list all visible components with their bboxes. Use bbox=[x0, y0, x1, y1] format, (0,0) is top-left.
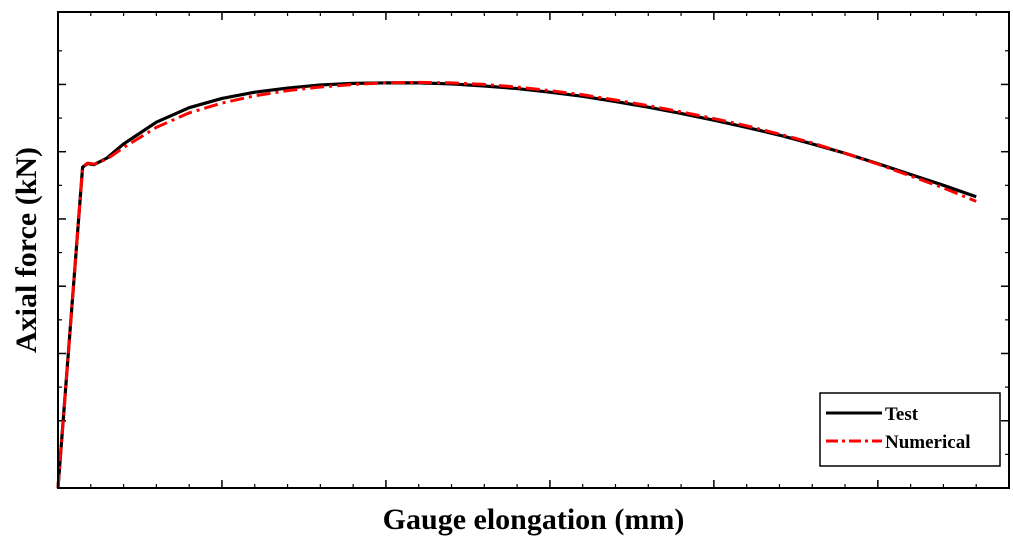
legend-label-numerical: Numerical bbox=[885, 432, 970, 453]
legend-box bbox=[819, 392, 1001, 467]
y-axis-title: Axial force (kN) bbox=[10, 147, 43, 353]
series-line-test bbox=[56, 81, 977, 489]
plot-frame bbox=[57, 11, 1010, 489]
x-axis-title: Gauge elongation (mm) bbox=[383, 503, 685, 536]
legend-label-test: Test bbox=[885, 404, 919, 425]
legend: Test Numerical bbox=[819, 392, 1001, 467]
series-layer bbox=[56, 80, 977, 489]
